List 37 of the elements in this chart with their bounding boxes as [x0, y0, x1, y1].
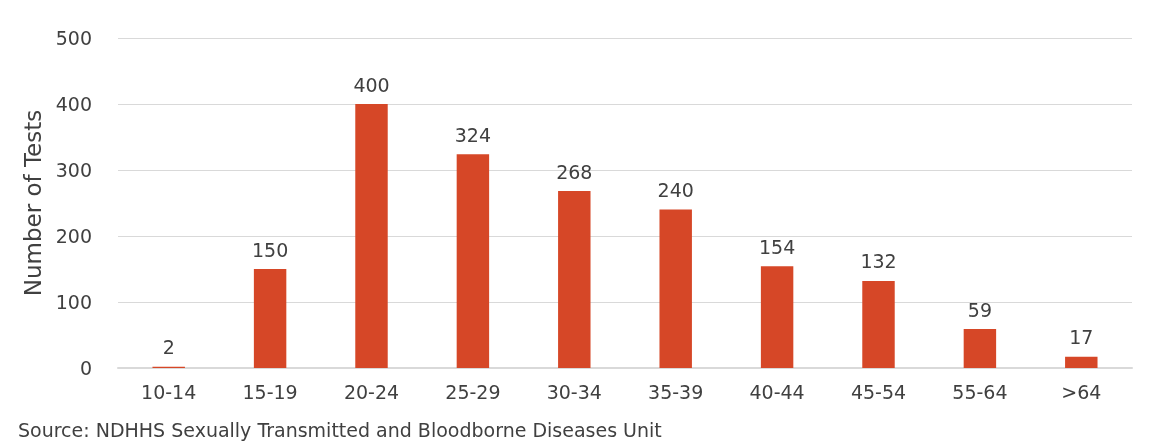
bar [558, 191, 591, 368]
y-tick-label: 500 [55, 27, 92, 49]
bar [760, 266, 794, 368]
data-label: 2 [162, 336, 175, 359]
bar [456, 154, 490, 368]
data-label: 17 [1069, 326, 1094, 349]
y-tick-label: 0 [79, 357, 92, 379]
data-label: 154 [758, 235, 796, 258]
y-tick-label: 200 [55, 225, 92, 247]
bar [253, 269, 287, 368]
x-tick-label: 25-29 [445, 380, 501, 403]
y-tick-label: 300 [55, 159, 92, 181]
data-label: 324 [454, 123, 492, 146]
x-tick-label: 20-24 [343, 380, 400, 403]
x-tick-label: 45-54 [850, 380, 907, 403]
x-tick-label: 40-44 [749, 380, 805, 403]
data-label: 150 [251, 238, 289, 261]
x-tick-label: 15-19 [242, 380, 298, 403]
x-tick-label: >64 [1061, 380, 1102, 403]
data-label: 400 [353, 73, 390, 96]
bar [1065, 356, 1098, 368]
bar [963, 329, 997, 368]
x-tick-label: 30-34 [546, 380, 602, 403]
source-note: Source: NDHHS Sexually Transmitted and Bloodborne Diseases Unit [18, 418, 662, 441]
x-tick-label: 10-14 [141, 380, 197, 403]
x-tick-label: 35-39 [648, 380, 704, 403]
y-tick-label: 400 [55, 93, 92, 115]
data-label: 240 [657, 179, 694, 202]
bar [659, 209, 692, 368]
bar [355, 104, 388, 368]
data-label: 59 [967, 298, 992, 321]
y-tick-label: 100 [55, 291, 92, 313]
bar [862, 280, 895, 368]
data-label: 132 [860, 250, 897, 273]
x-tick-label: 55-64 [952, 380, 1008, 403]
data-label: 268 [556, 160, 593, 183]
y-axis-title: Number of Tests [20, 109, 47, 297]
